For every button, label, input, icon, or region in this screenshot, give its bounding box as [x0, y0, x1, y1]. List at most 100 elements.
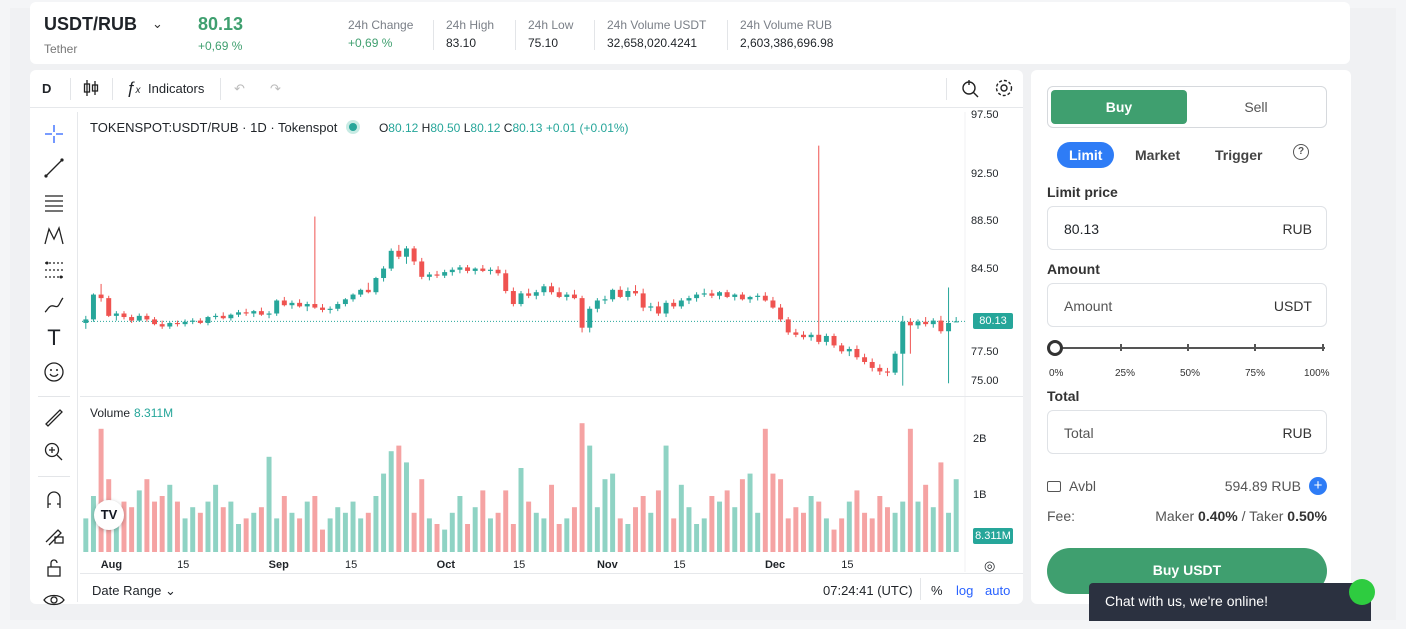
- candle-body: [518, 293, 524, 305]
- volume-bar: [694, 524, 700, 552]
- sell-tab[interactable]: Sell: [1244, 99, 1268, 115]
- volume-legend: Volume 8.311M: [90, 406, 173, 420]
- log-scale-button[interactable]: log: [956, 583, 974, 598]
- candle-body: [297, 302, 303, 307]
- stat-24h-high: 24h High 83.10: [446, 18, 494, 50]
- ohlc-high: 80.50: [430, 121, 461, 135]
- candle-body: [304, 304, 310, 307]
- slider-mark[interactable]: 25%: [1115, 368, 1136, 379]
- ruler-icon[interactable]: [42, 406, 66, 430]
- stat-24h-low: 24h Low 75.10: [528, 18, 573, 50]
- pair-selector[interactable]: USDT/RUB: [44, 14, 137, 34]
- interval-button[interactable]: D: [42, 81, 52, 96]
- candle-body: [213, 315, 219, 318]
- candle-body: [533, 292, 539, 296]
- candle-body: [915, 321, 921, 326]
- date-range-button[interactable]: Date Range ⌄: [92, 583, 176, 599]
- chevron-down-icon[interactable]: ⌄: [152, 16, 163, 31]
- candle-body: [174, 322, 180, 325]
- undo-icon[interactable]: ↶: [234, 81, 245, 96]
- candle-body: [671, 302, 677, 307]
- volume-bar: [594, 507, 600, 552]
- slider-mark[interactable]: 50%: [1180, 368, 1201, 379]
- candle-body: [732, 294, 738, 297]
- volume-bar: [854, 490, 860, 552]
- volume-bar: [465, 524, 471, 552]
- order-type-market[interactable]: Market: [1135, 147, 1181, 163]
- volume-bar: [770, 473, 776, 552]
- emoji-icon[interactable]: [42, 360, 66, 384]
- ohlc-low: 80.12: [470, 121, 501, 135]
- candle-body: [480, 268, 486, 271]
- tradingview-logo[interactable]: TV: [94, 500, 124, 530]
- redo-icon[interactable]: ↷: [270, 81, 281, 96]
- candle-body: [228, 314, 234, 319]
- buy-tab[interactable]: Buy: [1051, 90, 1187, 124]
- candle-body: [564, 294, 570, 297]
- ohlc-values: O80.12 H80.50 L80.12 C80.13 +0.01 (+0.01…: [379, 121, 629, 135]
- axis-settings-icon[interactable]: ◎: [984, 558, 996, 573]
- lock-icon[interactable]: [42, 556, 66, 580]
- candle-body: [159, 324, 165, 327]
- add-funds-icon[interactable]: +: [1309, 477, 1327, 495]
- crosshair-icon[interactable]: [42, 122, 66, 146]
- candlestick-chart[interactable]: [80, 112, 1023, 572]
- stat-value: 75.10: [528, 36, 559, 50]
- utc-clock[interactable]: 07:24:41 (UTC): [823, 583, 913, 598]
- volume-bar: [274, 518, 280, 552]
- order-type-trigger[interactable]: Trigger: [1215, 147, 1263, 163]
- candle-body: [251, 311, 257, 314]
- brush-icon[interactable]: [42, 292, 66, 316]
- candle-body: [411, 248, 417, 262]
- slider-tick: [1322, 344, 1324, 351]
- volume-bar: [266, 456, 272, 552]
- candle-body: [770, 300, 776, 308]
- chart-area[interactable]: TOKENSPOT:USDT/RUB · 1D · Tokenspot O80.…: [80, 109, 1023, 573]
- zoom-in-icon[interactable]: [42, 440, 66, 464]
- candle-body: [236, 312, 241, 315]
- chat-widget[interactable]: Chat with us, we're online!: [1089, 579, 1375, 621]
- pattern-icon[interactable]: [42, 224, 66, 248]
- auto-scale-button[interactable]: auto: [985, 583, 1011, 598]
- volume-bar: [136, 490, 142, 552]
- total-field[interactable]: Total RUB: [1047, 410, 1327, 454]
- volume-bar: [144, 479, 150, 552]
- slider-mark[interactable]: 75%: [1245, 368, 1266, 379]
- candles-icon[interactable]: [82, 78, 100, 101]
- lock-drawing-icon[interactable]: [42, 522, 66, 546]
- forecast-icon[interactable]: [42, 258, 66, 282]
- candle-body: [785, 319, 791, 333]
- slider-mark[interactable]: 100%: [1304, 368, 1330, 379]
- slider-handle[interactable]: [1047, 340, 1063, 356]
- volume-bar: [503, 490, 509, 552]
- eye-icon[interactable]: [42, 588, 66, 612]
- gear-icon[interactable]: [993, 77, 1015, 102]
- percent-scale-button[interactable]: %: [931, 583, 943, 598]
- magnet-icon[interactable]: [42, 488, 66, 512]
- trendline-icon[interactable]: [42, 156, 66, 180]
- help-icon[interactable]: ?: [1293, 144, 1309, 160]
- volume-bar: [350, 501, 356, 552]
- volume-bar: [785, 518, 791, 552]
- amount-field[interactable]: Amount USDT: [1047, 283, 1327, 327]
- limit-price-field[interactable]: 80.13 RUB: [1047, 206, 1327, 250]
- time-tick-label: 15: [513, 559, 526, 571]
- volume-bar: [739, 479, 745, 552]
- amount-slider[interactable]: [1047, 340, 1327, 356]
- fib-lines-icon[interactable]: [42, 190, 66, 214]
- slider-track[interactable]: [1055, 347, 1325, 349]
- order-type-limit[interactable]: Limit: [1057, 142, 1115, 168]
- indicators-button[interactable]: Indicators: [148, 81, 205, 96]
- text-tool-icon[interactable]: T: [47, 325, 61, 350]
- screenshot-icon[interactable]: [959, 77, 981, 102]
- slider-mark[interactable]: 0%: [1049, 368, 1064, 379]
- volume-bar: [167, 484, 173, 552]
- candle-body: [717, 292, 722, 296]
- volume-bar: [915, 501, 921, 552]
- candle-body: [946, 322, 952, 332]
- pane-divider[interactable]: [80, 396, 1023, 397]
- volume-value: 8.311M: [134, 406, 174, 420]
- candle-body: [396, 250, 402, 257]
- volume-bar: [732, 507, 738, 552]
- fx-icon[interactable]: ƒx: [126, 78, 141, 97]
